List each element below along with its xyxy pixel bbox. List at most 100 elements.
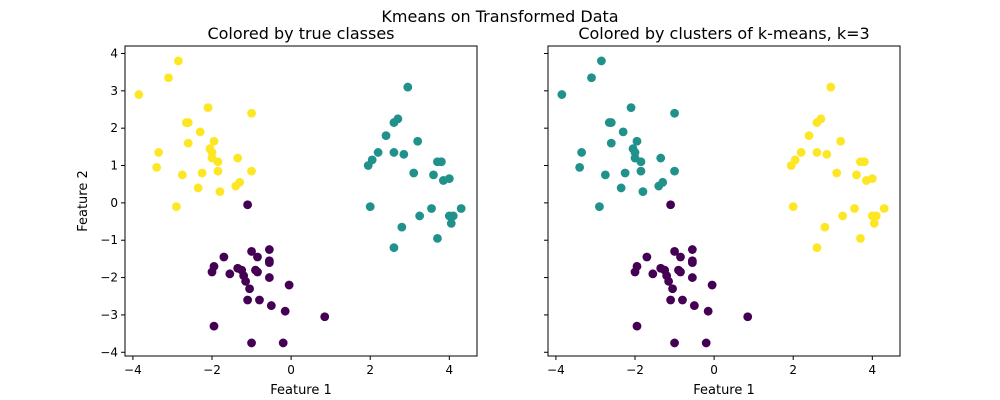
scatter-point bbox=[632, 136, 642, 146]
scatter-point bbox=[707, 280, 717, 290]
scatter-point bbox=[618, 127, 628, 137]
scatter-point bbox=[264, 258, 274, 268]
scatter-point bbox=[689, 301, 699, 310]
scatter-point bbox=[381, 131, 391, 141]
x-tick-label: −2 bbox=[203, 363, 221, 377]
figure-suptitle: Kmeans on Transformed Data bbox=[381, 7, 618, 26]
scatter-point bbox=[836, 136, 846, 146]
scatter-point bbox=[654, 181, 664, 191]
scatter-point bbox=[656, 153, 666, 163]
scatter-point bbox=[177, 170, 187, 180]
scatter-points bbox=[557, 56, 889, 348]
scatter-point bbox=[397, 222, 407, 232]
scatter-point bbox=[668, 284, 677, 294]
scatter-point bbox=[557, 90, 567, 99]
scatter-point bbox=[433, 233, 442, 243]
scatter-point bbox=[638, 187, 648, 197]
scatter-point bbox=[215, 187, 225, 197]
scatter-point bbox=[437, 157, 446, 167]
y-tick-label: 2 bbox=[110, 121, 118, 135]
scatter-point bbox=[429, 170, 438, 180]
scatter-point bbox=[173, 56, 183, 66]
scatter-point bbox=[812, 243, 822, 253]
scatter-point bbox=[666, 200, 676, 210]
scatter-point bbox=[804, 131, 814, 141]
scatter-point bbox=[209, 321, 219, 331]
scatter-point bbox=[264, 245, 274, 254]
scatter-point bbox=[183, 138, 193, 148]
scatter-point bbox=[856, 233, 865, 243]
scatter-point bbox=[636, 157, 646, 167]
scatter-point bbox=[626, 103, 636, 113]
scatter-point bbox=[816, 114, 826, 124]
x-axis-label: Feature 1 bbox=[693, 383, 755, 398]
scatter-point bbox=[812, 148, 822, 157]
scatter-point bbox=[666, 295, 676, 305]
x-axis-label: Feature 1 bbox=[270, 383, 332, 398]
scatter-point bbox=[670, 108, 679, 118]
scatter-point bbox=[389, 148, 399, 157]
scatter-point bbox=[241, 276, 251, 286]
scatter-point bbox=[134, 90, 144, 99]
scatter-point bbox=[703, 306, 713, 316]
scatter-point bbox=[247, 247, 256, 256]
scatter-point bbox=[595, 202, 604, 212]
scatter-point bbox=[879, 204, 889, 213]
scatter-point bbox=[399, 149, 409, 159]
scatter-point bbox=[243, 200, 253, 210]
scatter-point bbox=[670, 338, 679, 348]
scatter-point bbox=[871, 211, 881, 221]
x-tick-label: 4 bbox=[868, 363, 876, 377]
y-axis-label: Feature 2 bbox=[76, 170, 91, 232]
scatter-point bbox=[587, 73, 596, 83]
scatter-point bbox=[193, 183, 203, 193]
scatter-point bbox=[596, 56, 606, 66]
scatter-point bbox=[448, 211, 458, 221]
scatter-point bbox=[181, 118, 191, 127]
scatter-point bbox=[213, 166, 223, 176]
scatter-point bbox=[701, 338, 711, 348]
scatter-point bbox=[213, 157, 223, 167]
scatter-point bbox=[172, 202, 181, 212]
scatter-point bbox=[796, 148, 806, 157]
scatter-point bbox=[209, 261, 219, 271]
scatter-point bbox=[409, 168, 419, 178]
chart-title: Colored by true classes bbox=[207, 24, 394, 43]
scatter-point bbox=[154, 148, 164, 157]
scatter-point bbox=[247, 338, 256, 348]
scatter-point bbox=[415, 211, 425, 221]
y-tick-label: −2 bbox=[100, 271, 118, 285]
scatter-point bbox=[606, 138, 616, 148]
y-tick-label: −1 bbox=[100, 233, 118, 247]
scatter-point bbox=[456, 204, 466, 213]
plot-frame bbox=[547, 45, 901, 357]
scatter-point bbox=[616, 183, 626, 193]
scatter-point bbox=[869, 219, 879, 228]
scatter-point bbox=[636, 166, 646, 176]
scatter-point bbox=[838, 211, 848, 221]
scatter-point bbox=[743, 312, 753, 322]
y-tick-label: −4 bbox=[100, 345, 118, 359]
scatter-point bbox=[632, 321, 642, 331]
scatter-point bbox=[195, 127, 205, 137]
x-tick-label: 0 bbox=[287, 363, 295, 377]
scatter-point bbox=[832, 168, 842, 178]
y-tick-label: 4 bbox=[110, 46, 118, 60]
scatter-point bbox=[247, 108, 256, 118]
scatter-point bbox=[648, 269, 658, 279]
scatter-point bbox=[676, 252, 685, 262]
scatter-point bbox=[245, 284, 254, 294]
scatter-point bbox=[687, 258, 697, 268]
y-tick-label: 3 bbox=[110, 84, 118, 98]
scatter-point bbox=[233, 153, 243, 163]
panels: −4 −2 0 2 4 −4 −3 −2 −1 0 1 2 3 4 Colored by true clas… bbox=[76, 24, 901, 398]
scatter-point bbox=[678, 295, 687, 305]
scatter-point bbox=[600, 170, 610, 180]
scatter-point bbox=[203, 103, 213, 113]
scatter-point bbox=[427, 204, 436, 213]
scatter-point bbox=[444, 174, 454, 183]
scatter-point bbox=[642, 252, 652, 262]
scatter-point bbox=[604, 118, 614, 127]
